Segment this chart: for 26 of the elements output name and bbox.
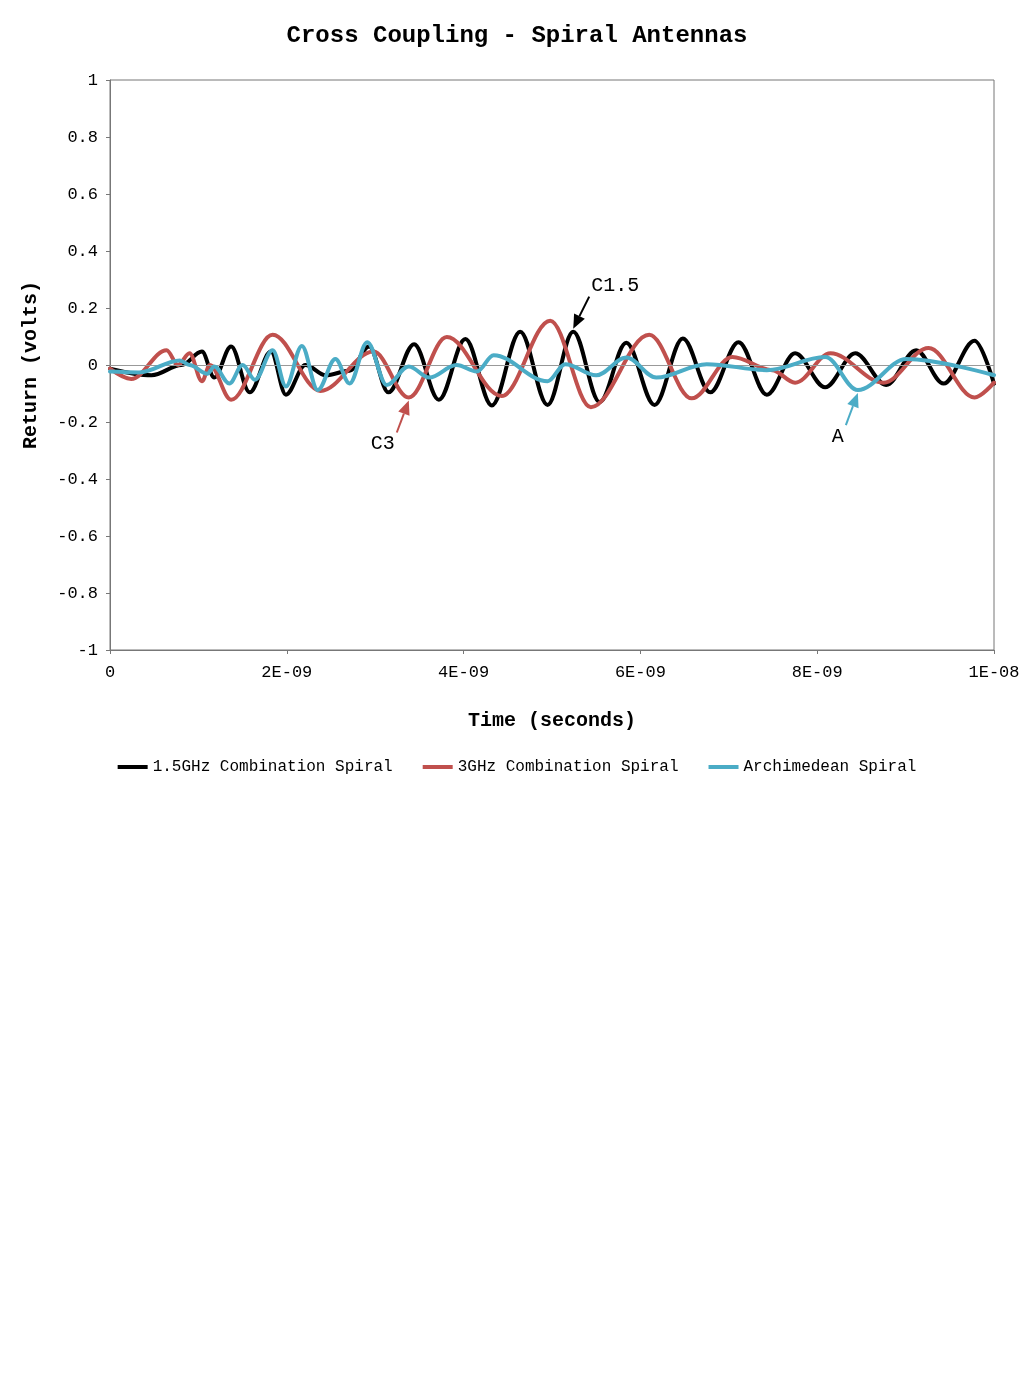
y-tick-label: -1 bbox=[77, 640, 98, 660]
x-tick-label: 0 bbox=[104, 663, 116, 682]
x-tick-label: 4E-09 bbox=[438, 663, 490, 682]
y-tick-label: 1 bbox=[87, 70, 98, 90]
y-tick-label: 0.2 bbox=[67, 298, 98, 318]
legend-label: 3GHz Combination Spiral bbox=[457, 758, 679, 776]
x-axis-title: Time (seconds) bbox=[467, 708, 637, 732]
y-axis-title: Return (volts) bbox=[18, 280, 42, 450]
x-tick-label: 2E-09 bbox=[261, 663, 313, 682]
legend-label: Archimedean Spiral bbox=[743, 758, 917, 776]
y-tick-label: -0.6 bbox=[57, 526, 98, 546]
y-tick-label: 0.8 bbox=[67, 127, 98, 147]
annotation: C3 bbox=[370, 431, 395, 455]
y-tick-label: 0.6 bbox=[67, 184, 98, 204]
x-tick-label: 8E-09 bbox=[791, 663, 843, 682]
y-tick-label: -0.8 bbox=[57, 583, 98, 603]
x-tick-label: 6E-09 bbox=[614, 663, 666, 682]
y-tick-label: 0 bbox=[87, 355, 98, 375]
chart-title: Cross Coupling - Spiral Antennas bbox=[286, 21, 748, 49]
annotation: A bbox=[831, 424, 844, 448]
legend-label: 1.5GHz Combination Spiral bbox=[152, 758, 393, 776]
y-tick-label: 0.4 bbox=[67, 241, 98, 261]
annotation: C1.5 bbox=[591, 274, 640, 298]
y-tick-label: -0.2 bbox=[57, 412, 98, 432]
x-tick-label: 1E-08 bbox=[968, 663, 1020, 682]
y-tick-label: -0.4 bbox=[57, 469, 98, 489]
